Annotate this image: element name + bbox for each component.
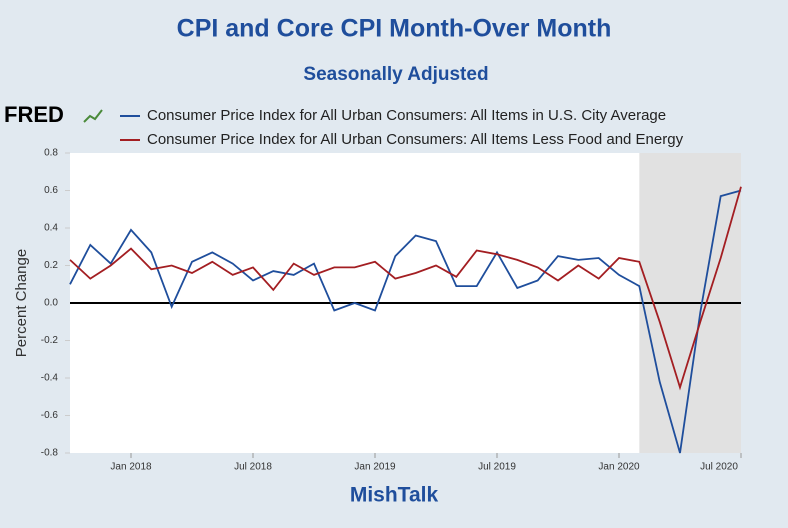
x-tick-label: Jul 2020 — [700, 462, 738, 473]
footer: MishTalk — [350, 484, 439, 507]
brand-icon — [83, 109, 103, 123]
y-tick-label: -0.4 — [41, 373, 59, 384]
legend-label: Consumer Price Index for All Urban Consu… — [147, 131, 684, 148]
y-tick-label: -0.6 — [41, 410, 59, 421]
y-tick-label: -0.8 — [41, 448, 59, 459]
legend-label: Consumer Price Index for All Urban Consu… — [147, 107, 666, 124]
y-tick-label: 0.2 — [44, 260, 58, 271]
y-tick-label: -0.2 — [41, 335, 59, 346]
y-tick-label: 0.0 — [44, 298, 58, 309]
x-tick-label: Jul 2018 — [234, 462, 272, 473]
series-line — [69, 186, 742, 391]
x-tick-label: Jan 2019 — [354, 462, 396, 473]
x-tick-label: Jan 2020 — [598, 462, 640, 473]
x-tick-label: Jul 2019 — [478, 462, 516, 473]
chart-title: CPI and Core CPI Month-Over Month — [177, 15, 612, 43]
chart-subtitle: Seasonally Adjusted — [303, 64, 488, 85]
series-line — [69, 189, 742, 454]
brand-logo: FRED — [4, 102, 64, 127]
y-tick-label: 0.8 — [44, 148, 58, 159]
x-tick-label: Jan 2018 — [110, 462, 152, 473]
y-tick-label: 0.4 — [44, 223, 58, 234]
y-axis-label: Percent Change — [13, 249, 30, 357]
y-tick-label: 0.6 — [44, 185, 58, 196]
